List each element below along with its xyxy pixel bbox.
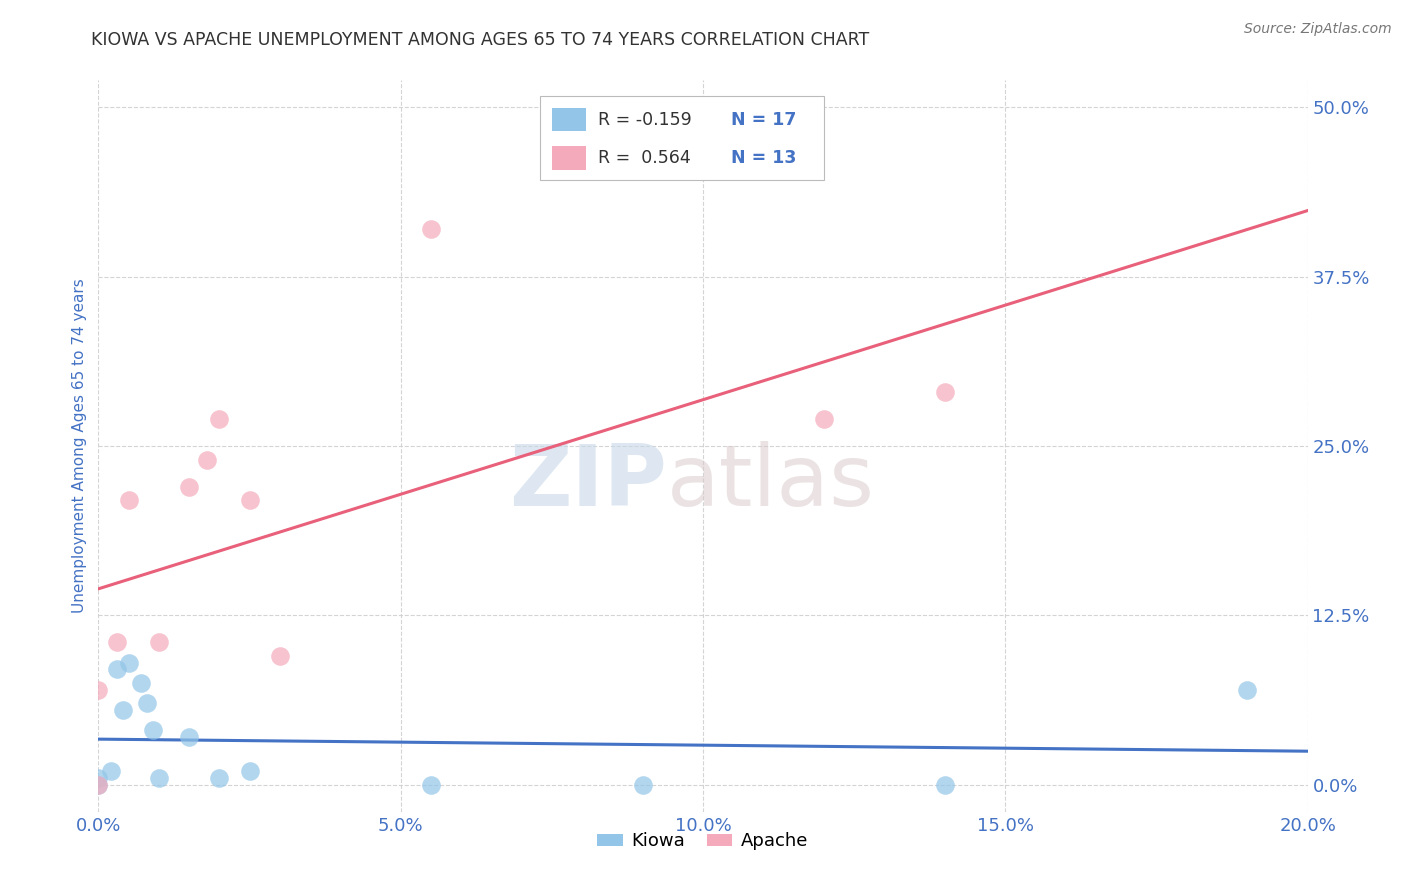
Point [142,723,165,738]
Point [934,384,956,399]
Point [420,778,443,792]
Point [118,656,141,670]
Point [105,635,128,649]
Point [934,778,956,792]
Point [179,480,201,494]
Point [148,771,170,785]
Point [129,676,152,690]
Text: R =  0.564: R = 0.564 [598,149,690,167]
Point [239,764,262,778]
FancyBboxPatch shape [540,96,824,180]
Text: KIOWA VS APACHE UNEMPLOYMENT AMONG AGES 65 TO 74 YEARS CORRELATION CHART: KIOWA VS APACHE UNEMPLOYMENT AMONG AGES … [91,31,870,49]
Y-axis label: Unemployment Among Ages 65 to 74 years: Unemployment Among Ages 65 to 74 years [72,278,87,614]
Text: N = 17: N = 17 [731,111,796,128]
Point [87,771,110,785]
Text: R = -0.159: R = -0.159 [598,111,692,128]
Text: ZIP: ZIP [509,441,666,524]
Bar [551,108,586,131]
Point [148,635,170,649]
Point [208,771,231,785]
Point [420,222,443,236]
Point [1236,682,1258,697]
Text: N = 13: N = 13 [731,149,796,167]
Point [239,493,262,508]
Point [87,778,110,792]
Point [135,697,157,711]
Point [269,648,291,663]
Point [813,412,835,426]
Point [179,730,201,744]
Point [208,412,231,426]
Text: Source: ZipAtlas.com: Source: ZipAtlas.com [1244,22,1392,37]
Bar [551,146,586,169]
Point [87,778,110,792]
Point [631,778,654,792]
Point [118,493,141,508]
Point [100,764,122,778]
Point [111,703,134,717]
Text: atlas: atlas [666,441,875,524]
Legend: Kiowa, Apache: Kiowa, Apache [591,825,815,857]
Point [87,682,110,697]
Point [195,452,218,467]
Point [105,663,128,677]
